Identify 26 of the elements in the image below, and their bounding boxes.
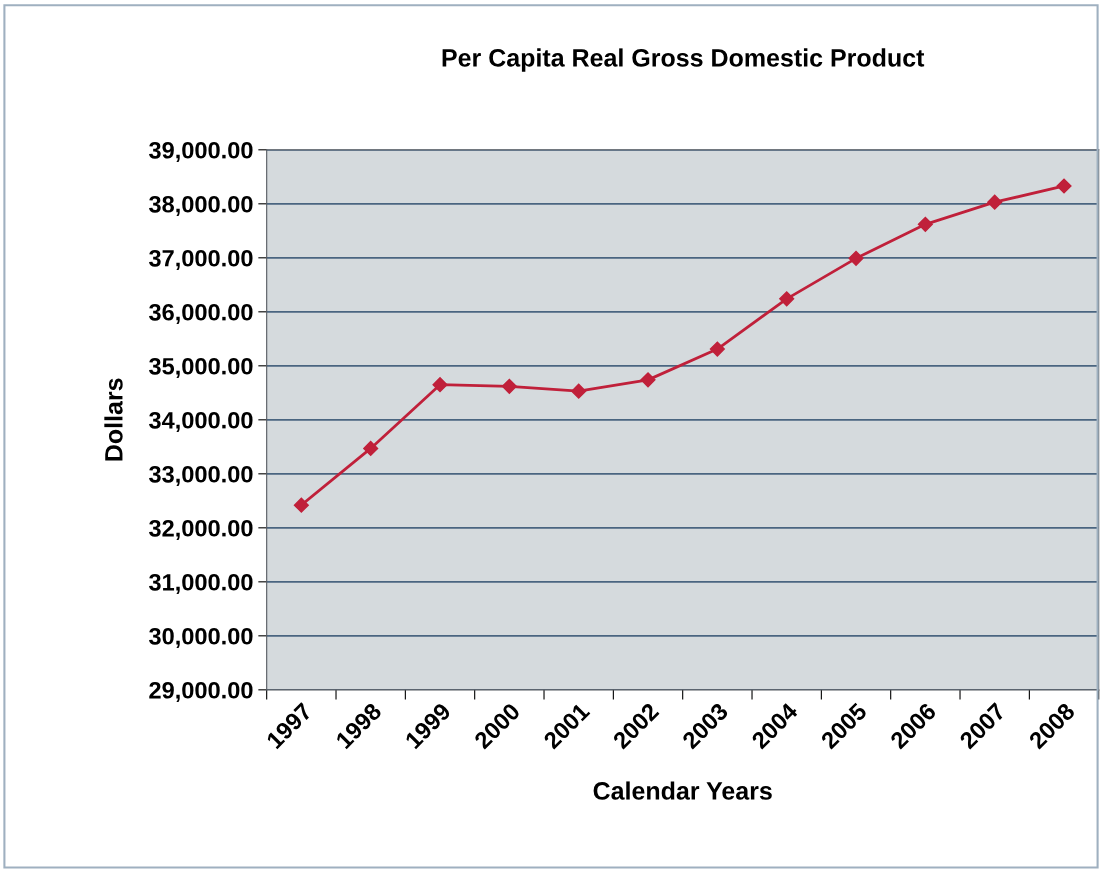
y-tick-label: 38,000.00 <box>149 195 253 217</box>
point <box>571 383 587 399</box>
point <box>848 250 864 266</box>
point <box>363 440 379 457</box>
chart-title: Per Capita Real Gross Domestic Product <box>442 48 925 72</box>
y-tick-label: 35,000.00 <box>149 357 253 379</box>
point <box>293 497 309 513</box>
y-tick-label: 34,000.00 <box>149 411 253 433</box>
x-axis-title: Calendar Years <box>593 781 772 800</box>
y-tick-label: 30,000.00 <box>149 627 253 649</box>
point <box>640 372 656 388</box>
y-tick-label: 39,000.00 <box>149 141 253 163</box>
y-tick-label: 32,000.00 <box>149 519 253 541</box>
y-tick-label: 33,000.00 <box>149 465 253 487</box>
point <box>917 216 933 232</box>
point <box>501 378 517 394</box>
point <box>1056 178 1072 194</box>
y-tick-label: 29,000.00 <box>149 681 253 703</box>
point <box>709 341 725 357</box>
point <box>987 194 1003 210</box>
y-tick-label: 37,000.00 <box>149 249 253 271</box>
y-tick-label: 36,000.00 <box>149 303 253 325</box>
point <box>779 291 795 307</box>
y-axis-title: Dollars <box>104 378 123 461</box>
point <box>432 377 448 393</box>
y-tick-label: 31,000.00 <box>149 573 253 595</box>
